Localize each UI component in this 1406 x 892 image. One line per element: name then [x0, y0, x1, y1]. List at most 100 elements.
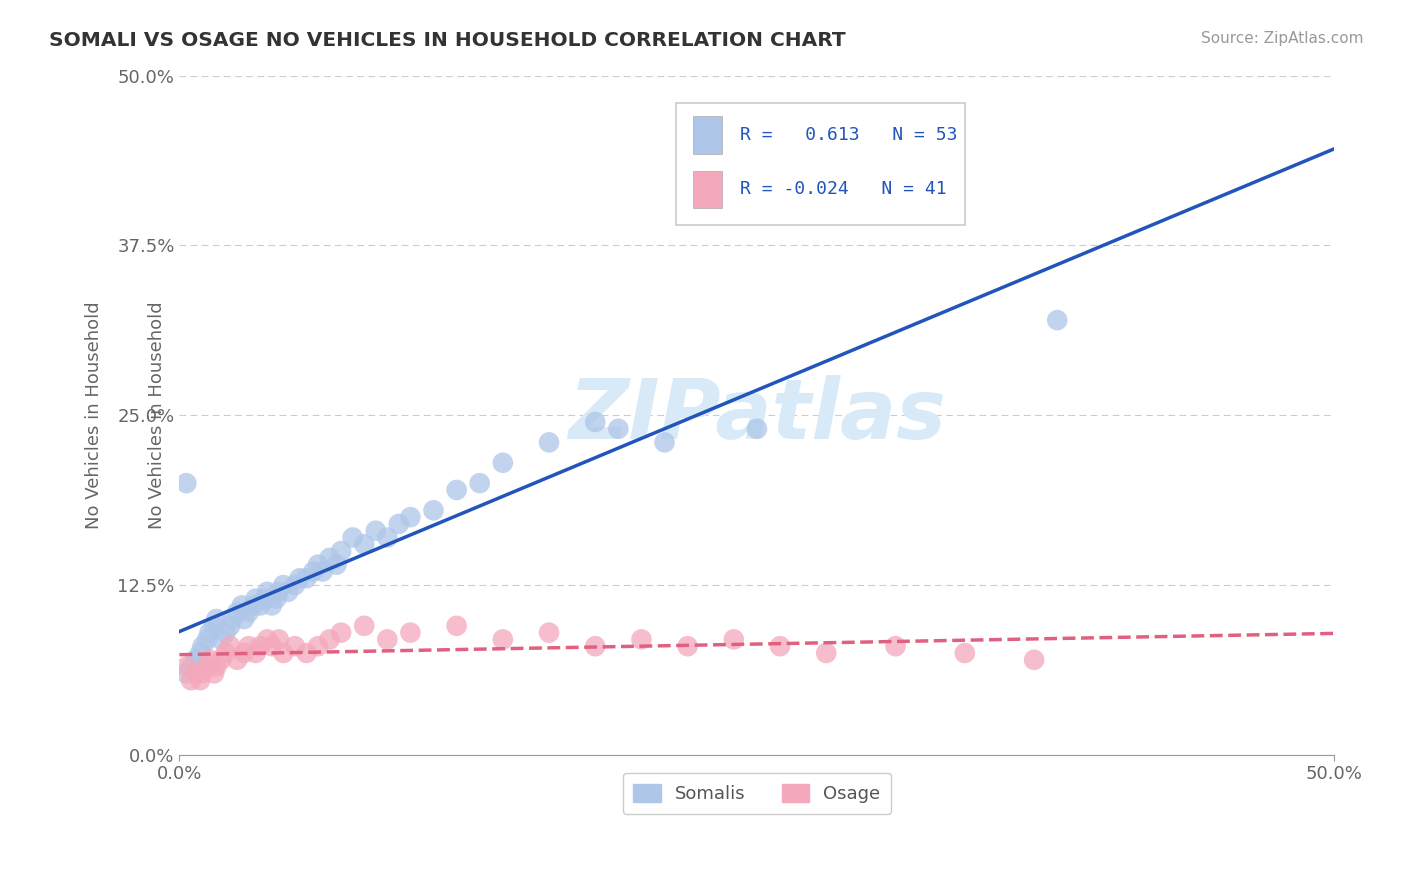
- Point: [375, 531, 398, 545]
- Point: [198, 653, 221, 667]
- Point: [238, 639, 260, 653]
- Point: [953, 646, 976, 660]
- Text: R = -0.024   N = 41: R = -0.024 N = 41: [740, 180, 946, 198]
- Text: SOMALI VS OSAGE NO VEHICLES IN HOUSEHOLD CORRELATION CHART: SOMALI VS OSAGE NO VEHICLES IN HOUSEHOLD…: [49, 31, 846, 50]
- Point: [267, 585, 290, 599]
- Point: [209, 653, 232, 667]
- Point: [884, 639, 907, 653]
- Point: [446, 483, 468, 497]
- Point: [273, 646, 295, 660]
- Point: [399, 625, 422, 640]
- Point: [295, 646, 318, 660]
- Point: [191, 639, 214, 653]
- Point: [180, 659, 202, 673]
- FancyBboxPatch shape: [693, 116, 723, 153]
- Point: [288, 571, 311, 585]
- Point: [815, 646, 838, 660]
- Point: [399, 510, 422, 524]
- Point: [364, 524, 387, 538]
- Point: [180, 673, 202, 688]
- Point: [353, 537, 375, 551]
- Point: [318, 632, 340, 647]
- Point: [195, 632, 218, 647]
- Point: [295, 571, 318, 585]
- Point: [676, 639, 699, 653]
- Point: [188, 673, 211, 688]
- Point: [256, 632, 278, 647]
- Point: [219, 619, 242, 633]
- Point: [723, 632, 745, 647]
- Text: ZIPatlas: ZIPatlas: [568, 375, 946, 456]
- Y-axis label: No Vehicles in Household: No Vehicles in Household: [86, 301, 103, 529]
- Point: [769, 639, 792, 653]
- Point: [284, 578, 307, 592]
- Point: [226, 605, 249, 619]
- Point: [214, 625, 236, 640]
- Point: [245, 591, 267, 606]
- Point: [353, 619, 375, 633]
- Point: [191, 666, 214, 681]
- Point: [422, 503, 444, 517]
- Point: [537, 435, 560, 450]
- Point: [226, 653, 249, 667]
- Point: [231, 599, 253, 613]
- Point: [249, 639, 271, 653]
- Point: [260, 639, 283, 653]
- Point: [630, 632, 652, 647]
- Point: [745, 422, 768, 436]
- Point: [468, 476, 491, 491]
- Point: [221, 612, 243, 626]
- Point: [202, 619, 225, 633]
- Point: [307, 558, 329, 572]
- Text: Source: ZipAtlas.com: Source: ZipAtlas.com: [1201, 31, 1364, 46]
- Point: [330, 625, 353, 640]
- Point: [388, 516, 411, 531]
- Point: [205, 659, 228, 673]
- Point: [277, 585, 299, 599]
- Point: [219, 639, 242, 653]
- Point: [267, 632, 290, 647]
- Point: [446, 619, 468, 633]
- Point: [1024, 653, 1046, 667]
- Point: [176, 666, 198, 681]
- Point: [260, 599, 283, 613]
- Point: [242, 599, 264, 613]
- Point: [202, 666, 225, 681]
- Point: [1046, 313, 1069, 327]
- Point: [607, 422, 630, 436]
- Point: [273, 578, 295, 592]
- Point: [284, 639, 307, 653]
- Point: [195, 659, 218, 673]
- Point: [176, 659, 198, 673]
- Point: [318, 550, 340, 565]
- Point: [492, 632, 515, 647]
- Point: [302, 565, 325, 579]
- Point: [330, 544, 353, 558]
- Point: [184, 653, 207, 667]
- Point: [184, 666, 207, 681]
- Point: [307, 639, 329, 653]
- Point: [198, 625, 221, 640]
- Point: [537, 625, 560, 640]
- Point: [492, 456, 515, 470]
- Point: [209, 632, 232, 647]
- Point: [249, 599, 271, 613]
- Point: [325, 558, 347, 572]
- Point: [188, 646, 211, 660]
- Point: [233, 612, 256, 626]
- Point: [253, 591, 276, 606]
- Text: R =   0.613   N = 53: R = 0.613 N = 53: [740, 127, 957, 145]
- Point: [654, 435, 676, 450]
- Point: [583, 639, 606, 653]
- Y-axis label: No Vehicles in Household: No Vehicles in Household: [148, 301, 166, 529]
- FancyBboxPatch shape: [676, 103, 965, 225]
- Point: [342, 531, 364, 545]
- Point: [176, 476, 198, 491]
- Point: [205, 612, 228, 626]
- Point: [311, 565, 333, 579]
- Point: [238, 605, 260, 619]
- Point: [266, 591, 288, 606]
- FancyBboxPatch shape: [693, 170, 723, 208]
- Point: [245, 646, 267, 660]
- Point: [375, 632, 398, 647]
